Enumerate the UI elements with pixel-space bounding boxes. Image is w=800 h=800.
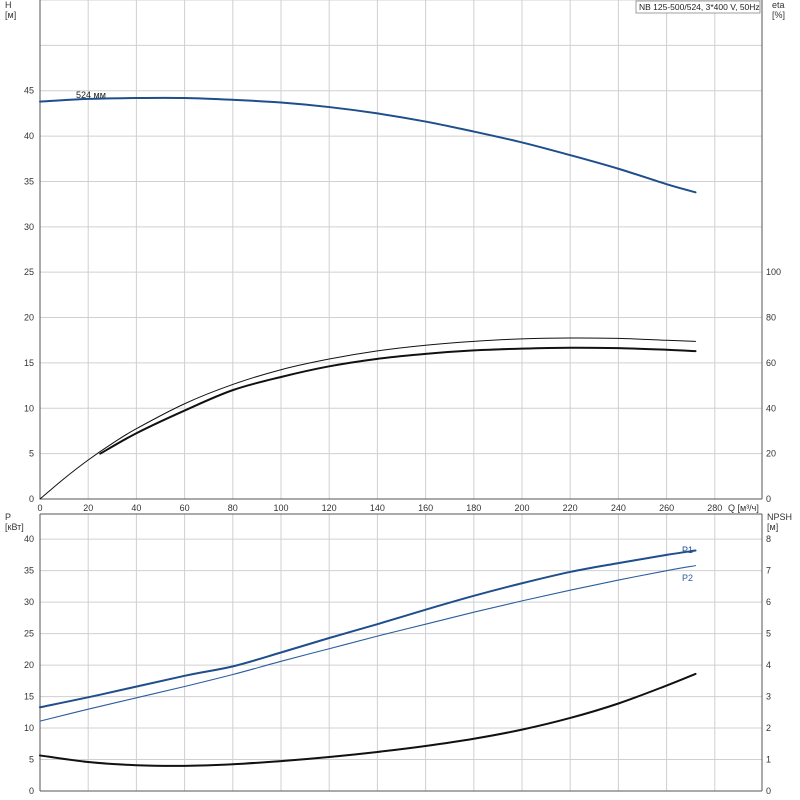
npsh-tick-label: 5: [766, 629, 771, 639]
x-tick-label: 120: [322, 503, 337, 513]
eta-tick-label: 20: [766, 449, 776, 459]
p1-curve: [39, 549, 697, 709]
h-tick-label: 20: [24, 313, 34, 323]
p-tick-label: 35: [24, 566, 34, 576]
head-curve: [39, 96, 697, 194]
x-tick-label: 100: [273, 503, 288, 513]
x-tick-label: 180: [466, 503, 481, 513]
x-tick-label: 40: [131, 503, 141, 513]
x-tick-label: 200: [514, 503, 529, 513]
x-tick-label: 220: [563, 503, 578, 513]
npsh-tick-label: 0: [766, 786, 771, 796]
x-tick-label: 160: [418, 503, 433, 513]
npsh-tick-label: 7: [766, 566, 771, 576]
axis-label-line: NPSH: [767, 512, 792, 522]
tick-labels: 0 20 40 60 80 100 120 140 160 180 200 220 240 260 2800…: [24, 86, 781, 796]
title-box: NB 125-500/524, 3*400 V, 50Hz: [635, 0, 761, 14]
eta-tick-label: 80: [766, 313, 776, 323]
h-tick-label: 0: [29, 494, 34, 504]
p2-curve-label: P2: [682, 573, 693, 583]
top-right-axis-label: eta [%]: [772, 0, 785, 20]
top-left-axis-label: H [м]: [5, 0, 16, 20]
p-tick-label: 30: [24, 597, 34, 607]
p2-curve: [39, 565, 697, 722]
x-axis-label: Q [м³/ч]: [728, 503, 759, 513]
npsh-tick-label: 3: [766, 692, 771, 702]
p-tick-label: 25: [24, 629, 34, 639]
eta-tick-label: 40: [766, 403, 776, 413]
axis-label-line: [кВт]: [5, 522, 24, 532]
h-tick-label: 10: [24, 403, 34, 413]
chart-title: NB 125-500/524, 3*400 V, 50Hz: [639, 2, 760, 12]
x-tick-label: 240: [611, 503, 626, 513]
npsh-tick-label: 8: [766, 534, 771, 544]
x-tick-label: 260: [659, 503, 674, 513]
p-tick-label: 20: [24, 660, 34, 670]
h-tick-label: 5: [29, 449, 34, 459]
bottom-right-axis-label: NPSH [м]: [767, 512, 792, 532]
x-tick-label: 0: [37, 503, 42, 513]
axis-label-line: [м]: [767, 522, 778, 532]
npsh-tick-label: 2: [766, 723, 771, 733]
p-tick-label: 15: [24, 692, 34, 702]
p-tick-label: 10: [24, 723, 34, 733]
curves: [39, 96, 697, 767]
eta-tick-label: 0: [766, 494, 771, 504]
h-tick-label: 40: [24, 131, 34, 141]
npsh-curve: [39, 672, 697, 767]
eta_thin-curve: [39, 337, 697, 500]
p-tick-label: 0: [29, 786, 34, 796]
h-tick-label: 30: [24, 222, 34, 232]
p1-curve-label: P1: [682, 545, 693, 555]
h-tick-label: 35: [24, 176, 34, 186]
axis-label-line: eta: [772, 0, 785, 10]
x-tick-label: 280: [707, 503, 722, 513]
x-tick-label: 140: [370, 503, 385, 513]
npsh-tick-label: 1: [766, 755, 771, 765]
bottom-left-axis-label: P [кВт]: [5, 512, 24, 532]
top-panel-grid: [40, 0, 762, 499]
p-tick-label: 40: [24, 534, 34, 544]
npsh-tick-label: 6: [766, 597, 771, 607]
x-tick-label: 20: [83, 503, 93, 513]
axis-label-line: [м]: [5, 10, 16, 20]
axes: [39, 0, 763, 792]
x-tick-label: 80: [228, 503, 238, 513]
eta-tick-label: 100: [766, 267, 781, 277]
axis-label-line: P: [5, 512, 11, 522]
eta_thick-curve: [99, 346, 697, 455]
h-tick-label: 45: [24, 86, 34, 96]
h-tick-label: 25: [24, 267, 34, 277]
npsh-tick-label: 4: [766, 660, 771, 670]
x-tick-label: 60: [180, 503, 190, 513]
eta-tick-label: 60: [766, 358, 776, 368]
bottom-panel-grid: [40, 514, 762, 791]
axis-label-line: H: [5, 0, 12, 10]
head-curve-label: 524 мм: [76, 90, 106, 100]
p-tick-label: 5: [29, 755, 34, 765]
axis-label-line: [%]: [772, 10, 785, 20]
h-tick-label: 15: [24, 358, 34, 368]
